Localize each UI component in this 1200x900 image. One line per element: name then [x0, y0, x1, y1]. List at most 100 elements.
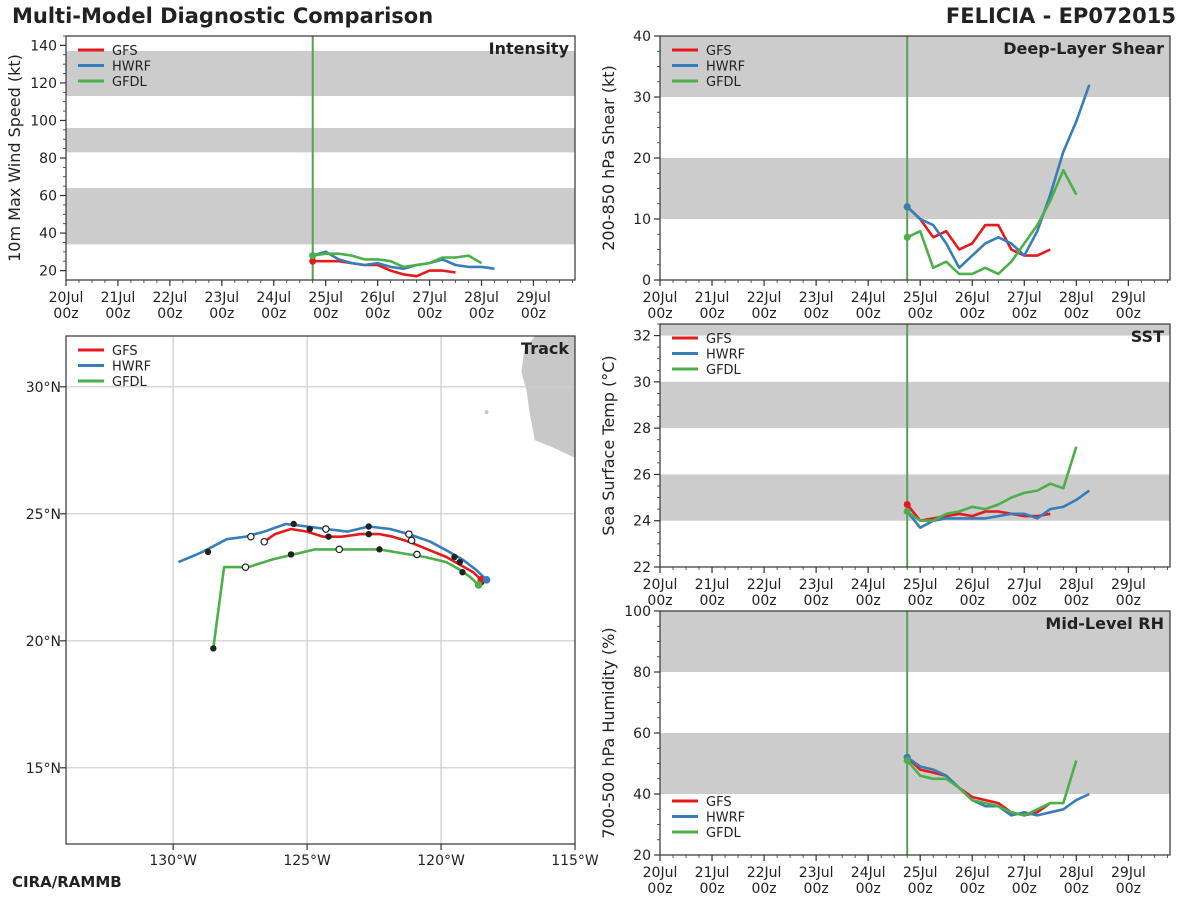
intensity-series-hwrf — [312, 250, 495, 271]
rh-threshold-band — [660, 611, 1170, 672]
shear-xtick-label-date: 20Jul — [643, 290, 678, 306]
track-position-marker-filled — [365, 523, 372, 530]
rh-panel: 2040608010020Jul00z21Jul00z22Jul00z23Jul… — [599, 604, 1171, 897]
rh-xtick-label-date: 26Jul — [955, 865, 990, 881]
intensity-threshold-band — [66, 51, 575, 97]
track-position-marker-filled — [365, 530, 372, 538]
intensity-xtick-label-date: 28Jul — [464, 290, 499, 306]
track-position-marker-open — [322, 525, 330, 533]
intensity-xtick-label-date: 27Jul — [412, 290, 447, 306]
rh-ytick-label: 100 — [624, 604, 651, 620]
sst-xtick-label-date: 28Jul — [1059, 577, 1094, 593]
track-position-marker-filled — [325, 533, 332, 540]
legend-label-gfdl: GFDL — [112, 75, 148, 90]
rh-ytick-label: 80 — [633, 665, 651, 681]
shear-xtick-label-hour: 00z — [1012, 306, 1037, 322]
shear-xtick-label-date: 23Jul — [799, 290, 834, 306]
intensity-xtick-label-hour: 00z — [209, 306, 234, 322]
sst-xtick-label-date: 23Jul — [799, 577, 834, 593]
sst-series-gfdl — [906, 446, 1078, 523]
intensity-xtick-label-hour: 00z — [365, 306, 390, 322]
intensity-xtick-label-date: 21Jul — [101, 290, 136, 306]
intensity-start-point-gfdl — [309, 252, 317, 260]
sst-xtick-label-hour: 00z — [804, 593, 829, 609]
intensity-title: Intensity — [489, 39, 570, 58]
sst-xtick-label-hour: 00z — [960, 593, 985, 609]
intensity-panel: 2040608010012014020Jul00z21Jul00z22Jul00… — [5, 35, 576, 322]
shear-xtick-label-hour: 00z — [647, 306, 672, 322]
island-landmass — [484, 410, 489, 415]
sst-ytick-label: 26 — [633, 467, 651, 483]
shear-xtick-label-date: 29Jul — [1111, 290, 1146, 306]
rh-xtick-label-hour: 00z — [960, 881, 985, 897]
track-ytick-label: 20°N — [26, 634, 61, 650]
legend-label-gfs: GFS — [112, 44, 138, 59]
track-position-marker-filled — [204, 548, 212, 556]
track-inner — [66, 336, 575, 844]
sst-xtick-label-hour: 00z — [647, 593, 672, 609]
intensity-xtick-label-hour: 00z — [417, 306, 442, 322]
legend-label-gfdl: GFDL — [706, 826, 742, 841]
rh-series-gfdl — [906, 759, 1078, 817]
rh-xtick-label-date: 23Jul — [799, 865, 834, 881]
track-series-gfdl — [212, 548, 480, 649]
rh-xtick-label-hour: 00z — [1116, 881, 1141, 897]
intensity-ytick-label: 20 — [39, 264, 57, 280]
intensity-xtick-label-date: 29Jul — [516, 290, 551, 306]
sst-xtick-label-date: 20Jul — [643, 577, 678, 593]
shear-xtick-label-hour: 00z — [960, 306, 985, 322]
intensity-start-point-gfs — [309, 257, 317, 265]
sst-plot-area — [660, 324, 1170, 567]
shear-xtick-label-hour: 00z — [856, 306, 881, 322]
figure-title: Multi-Model Diagnostic Comparison — [12, 4, 434, 28]
sst-panel: 22242628303220Jul00z21Jul00z22Jul00z23Ju… — [599, 323, 1171, 609]
sst-xtick-label-hour: 00z — [1064, 593, 1089, 609]
shear-xtick-label-hour: 00z — [699, 306, 724, 322]
track-position-marker-open — [260, 537, 269, 546]
intensity-xtick-label-hour: 00z — [313, 306, 338, 322]
rh-xtick-label-hour: 00z — [1012, 881, 1037, 897]
rh-xtick-label-hour: 00z — [804, 881, 829, 897]
intensity-xtick-label-date: 24Jul — [256, 290, 291, 306]
shear-series-gfdl — [906, 168, 1078, 276]
track-xtick-label: 115°W — [551, 853, 599, 869]
shear-xtick-label-date: 27Jul — [1007, 290, 1042, 306]
intensity-threshold-band — [66, 127, 575, 153]
sst-xtick-label-date: 21Jul — [695, 577, 730, 593]
track-position-marker-open — [247, 532, 255, 541]
shear-xtick-label-hour: 00z — [1116, 306, 1141, 322]
track-plot-area — [66, 336, 575, 844]
rh-xtick-label-hour: 00z — [699, 881, 724, 897]
track-xtick-label: 130°W — [149, 853, 197, 869]
sst-xtick-label-hour: 00z — [1116, 593, 1141, 609]
shear-xtick-label-date: 28Jul — [1059, 290, 1094, 306]
rh-start-point-gfdl — [903, 756, 911, 764]
track-position-marker-filled — [290, 520, 297, 528]
intensity-series-gfdl — [312, 252, 483, 269]
rh-xtick-label-date: 22Jul — [747, 865, 782, 881]
sst-series-gfs — [906, 503, 1051, 523]
intensity-xtick-label-date: 25Jul — [308, 290, 343, 306]
sst-start-point-gfdl — [903, 507, 911, 515]
track-ytick-label: 15°N — [26, 761, 61, 777]
shear-ytick-label: 40 — [633, 29, 651, 45]
intensity-ytick-label: 60 — [39, 189, 57, 205]
sst-ytick-label: 24 — [633, 514, 651, 530]
track-position-marker-filled — [459, 569, 466, 576]
legend-label-hwrf: HWRF — [706, 348, 745, 363]
shear-series-gfs — [906, 205, 1051, 257]
sst-threshold-band — [660, 324, 1170, 336]
track-series-gfs — [263, 527, 483, 581]
rh-xtick-label-date: 25Jul — [903, 865, 938, 881]
shear-xtick-label-date: 21Jul — [695, 290, 730, 306]
track-position-marker-filled — [210, 645, 217, 652]
intensity-ytick-label: 140 — [30, 38, 57, 54]
intensity-ytick-label: 40 — [39, 226, 57, 242]
legend-label-hwrf: HWRF — [112, 60, 151, 75]
track-xtick-label: 120°W — [417, 853, 465, 869]
sst-ylabel: Sea Surface Temp (°C) — [599, 355, 618, 535]
intensity-xtick-label-hour: 00z — [53, 306, 78, 322]
sst-xtick-label-hour: 00z — [751, 593, 776, 609]
shear-start-point-gfdl — [903, 233, 911, 241]
legend-label-gfs: GFS — [706, 795, 732, 810]
